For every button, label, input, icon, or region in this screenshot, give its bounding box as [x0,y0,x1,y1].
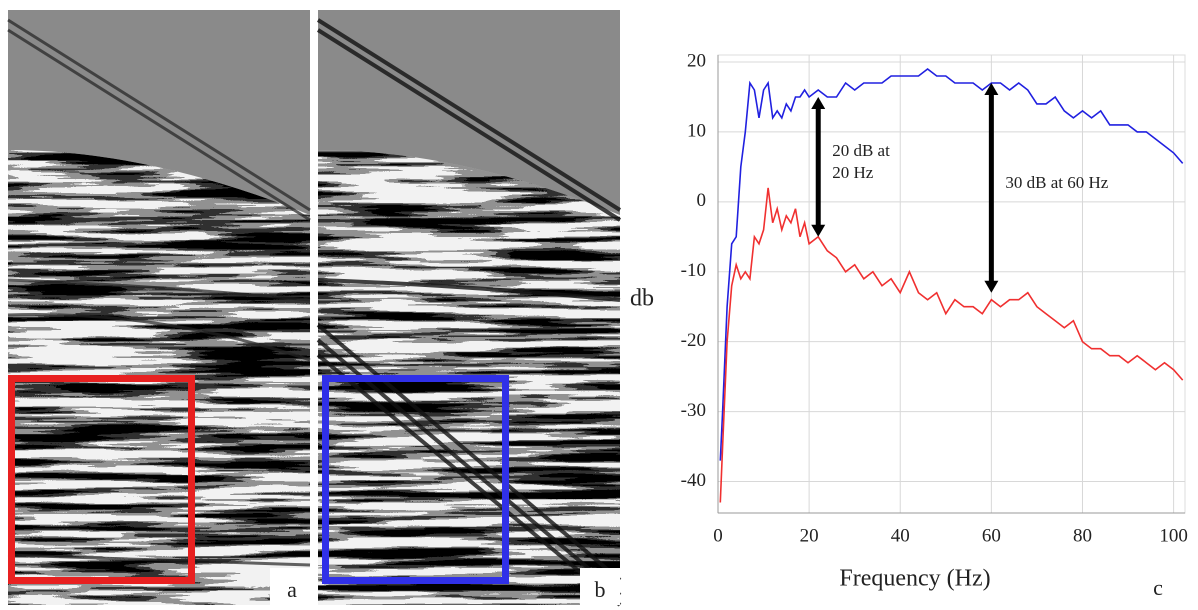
x-axis-label: Frequency (Hz) [839,566,990,592]
y-tick-label: -20 [681,330,706,351]
y-tick-label: -40 [681,470,706,491]
x-tick-label: 40 [891,525,910,546]
panel-label: a [287,577,297,602]
x-tick-label: 60 [982,525,1001,546]
annotation-text: 20 dB at [832,141,890,160]
annotation-text: 20 Hz [832,163,874,182]
y-tick-label: -10 [681,260,706,281]
y-tick-label: 0 [697,190,707,211]
arrow-head [811,96,826,109]
arrow-head [984,82,999,95]
x-tick-label: 100 [1159,525,1188,546]
y-tick-label: 20 [687,50,706,71]
arrow-head [811,224,826,237]
y-axis-label: db [630,286,654,312]
x-tick-label: 0 [713,525,723,546]
seismic-panel-b: b [316,10,622,607]
y-tick-label: -30 [681,400,706,421]
series-line [719,67,1184,461]
x-tick-label: 80 [1073,525,1092,546]
seismic-panel-a: a [7,10,311,605]
panel-label: b [595,577,606,602]
annotation-text: 30 dB at 60 Hz [1005,173,1108,192]
y-tick-label: 10 [687,120,706,141]
arrow-head [984,280,999,293]
x-tick-label: 20 [800,525,819,546]
plot-background [717,54,1186,514]
panel-label: c [1153,575,1163,600]
series-line [719,187,1184,503]
